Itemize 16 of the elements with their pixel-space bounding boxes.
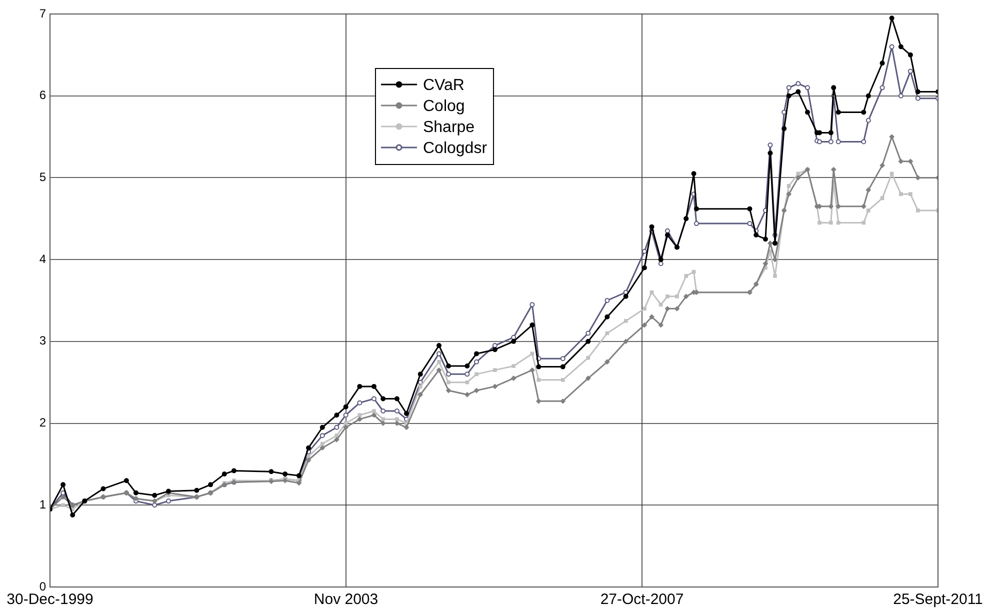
y-tick-label: 3	[39, 334, 46, 348]
legend-label: Sharpe	[422, 118, 475, 136]
x-tick-label: Nov 2003	[314, 591, 378, 608]
legend-label: Colog	[422, 98, 465, 115]
y-tick-label: 2	[39, 416, 46, 430]
x-tick-label: 30-Dec-1999	[6, 591, 94, 608]
y-tick-label: 5	[39, 170, 46, 184]
x-tick-label: 25-Sept-2011	[893, 591, 983, 608]
y-tick-label: 4	[39, 252, 46, 266]
y-tick-label: 0	[39, 579, 46, 594]
legend-label: Cologdsr	[422, 140, 488, 157]
y-tick-label: 1	[39, 497, 46, 512]
x-tick-label: 27-Oct-2007	[600, 591, 684, 608]
legend-label: CVaR	[422, 76, 464, 94]
y-tick-label: 6	[39, 88, 46, 102]
y-tick-label: 7	[39, 6, 46, 20]
